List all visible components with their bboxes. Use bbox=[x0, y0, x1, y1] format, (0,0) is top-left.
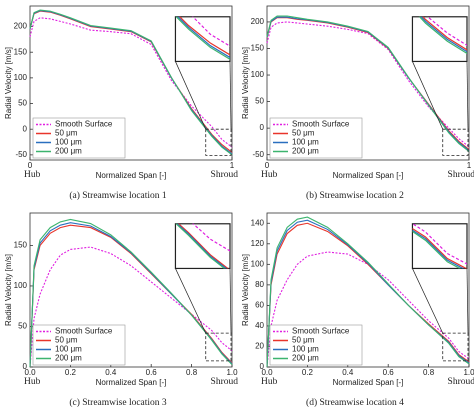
x-axis-label: Normalized Span [-] bbox=[96, 378, 167, 387]
legend-label: 50 μm bbox=[292, 336, 315, 345]
y-tick-label: 100 bbox=[14, 281, 28, 290]
hub-label: Hub bbox=[24, 170, 41, 180]
caption: (d) Streamwise location 4 bbox=[306, 397, 404, 408]
zoom-box bbox=[442, 332, 469, 362]
x-tick-label: 0.6 bbox=[146, 368, 158, 377]
x-tick-label: 0.8 bbox=[186, 368, 198, 377]
legend-label: 50 μm bbox=[55, 129, 78, 138]
zoom-box bbox=[205, 128, 232, 156]
zoom-connector bbox=[412, 61, 444, 130]
legend-label: 50 μm bbox=[55, 336, 78, 345]
y-tick-label: 50 bbox=[18, 99, 27, 108]
zoom-connector bbox=[175, 61, 207, 130]
x-tick-label: 0.0 bbox=[24, 368, 36, 377]
y-tick-label: 50 bbox=[255, 97, 264, 106]
zoom-connector bbox=[175, 268, 207, 334]
legend-label: Smooth Surface bbox=[55, 120, 113, 129]
caption: (b) Streamwise location 2 bbox=[306, 190, 404, 201]
legend-label: 100 μm bbox=[55, 138, 82, 147]
x-axis-label: Normalized Span [-] bbox=[333, 171, 404, 180]
legend-label: 100 μm bbox=[55, 345, 82, 354]
y-tick-label: 50 bbox=[18, 322, 27, 331]
y-axis-label: Radial Velocity [m/s] bbox=[241, 254, 250, 326]
x-tick-label: 0.0 bbox=[261, 368, 273, 377]
y-tick-label: 0 bbox=[260, 362, 265, 371]
x-tick-label: 0 bbox=[265, 161, 270, 170]
zoom-connector bbox=[229, 268, 232, 334]
shroud-label: Shroud bbox=[448, 170, 474, 180]
zoom-connector bbox=[412, 268, 444, 334]
hub-label: Hub bbox=[261, 170, 278, 180]
y-tick-label: 200 bbox=[251, 17, 265, 26]
x-tick-label: 1 bbox=[467, 161, 472, 170]
zoom-connector bbox=[466, 268, 469, 334]
y-axis-label: Radial Velocity [m/s] bbox=[4, 254, 13, 326]
legend-label: Smooth Surface bbox=[292, 327, 350, 336]
shroud-label: Shroud bbox=[211, 170, 239, 180]
legend-label: Smooth Surface bbox=[292, 120, 350, 129]
legend-label: 200 μm bbox=[292, 147, 319, 156]
series-line bbox=[266, 216, 470, 368]
y-tick-label: 120 bbox=[251, 239, 265, 248]
zoom-box bbox=[442, 128, 469, 156]
legend-label: 200 μm bbox=[55, 147, 82, 156]
shroud-label: Shroud bbox=[211, 377, 239, 387]
shroud-label: Shroud bbox=[448, 377, 474, 387]
x-tick-label: 0.8 bbox=[423, 368, 435, 377]
y-tick-label: 200 bbox=[14, 22, 28, 31]
y-tick-label: 0 bbox=[260, 123, 265, 132]
y-axis-label: Radial Velocity [m/s] bbox=[241, 47, 250, 119]
y-tick-label: 100 bbox=[251, 70, 265, 79]
legend-label: 100 μm bbox=[292, 138, 319, 147]
y-tick-label: 140 bbox=[251, 218, 265, 227]
zoom-connector bbox=[229, 61, 232, 130]
x-tick-label: 0.4 bbox=[342, 368, 354, 377]
y-tick-label: 40 bbox=[255, 321, 264, 330]
series-line bbox=[266, 251, 470, 368]
inset-frame bbox=[411, 16, 468, 63]
legend-label: Smooth Surface bbox=[55, 327, 113, 336]
y-tick-label: -50 bbox=[252, 150, 264, 159]
zoom-connector bbox=[466, 61, 469, 130]
x-tick-label: 1 bbox=[230, 161, 235, 170]
x-tick-label: 0.2 bbox=[65, 368, 77, 377]
caption: (c) Streamwise location 3 bbox=[69, 397, 167, 408]
caption: (a) Streamwise location 1 bbox=[69, 190, 167, 201]
x-axis-label: Normalized Span [-] bbox=[333, 378, 404, 387]
y-tick-label: -50 bbox=[15, 150, 27, 159]
inset-frame bbox=[411, 223, 468, 270]
y-tick-label: 20 bbox=[255, 342, 264, 351]
series-line bbox=[266, 15, 470, 152]
x-axis-label: Normalized Span [-] bbox=[96, 171, 167, 180]
legend-label: 100 μm bbox=[292, 345, 319, 354]
x-tick-label: 0 bbox=[28, 161, 33, 170]
y-tick-label: 150 bbox=[14, 47, 28, 56]
x-tick-label: 1.0 bbox=[226, 368, 238, 377]
y-tick-label: 100 bbox=[251, 259, 265, 268]
hub-label: Hub bbox=[261, 377, 278, 387]
y-tick-label: 150 bbox=[14, 241, 28, 250]
series-line bbox=[29, 17, 233, 148]
zoom-box bbox=[205, 332, 232, 362]
y-tick-label: 150 bbox=[251, 44, 265, 53]
y-tick-label: 0 bbox=[23, 362, 28, 371]
y-tick-label: 60 bbox=[255, 301, 264, 310]
y-axis-label: Radial Velocity [m/s] bbox=[4, 47, 13, 119]
x-tick-label: 0.2 bbox=[302, 368, 314, 377]
y-tick-label: 100 bbox=[14, 73, 28, 82]
x-tick-label: 1.0 bbox=[463, 368, 474, 377]
x-tick-label: 0.6 bbox=[383, 368, 395, 377]
legend-label: 200 μm bbox=[292, 354, 319, 363]
legend-label: 200 μm bbox=[55, 354, 82, 363]
series-line bbox=[266, 222, 470, 368]
y-tick-label: 0 bbox=[23, 124, 28, 133]
hub-label: Hub bbox=[24, 377, 41, 387]
x-tick-label: 0.4 bbox=[105, 368, 117, 377]
legend-label: 50 μm bbox=[292, 129, 315, 138]
y-tick-label: 80 bbox=[255, 280, 264, 289]
